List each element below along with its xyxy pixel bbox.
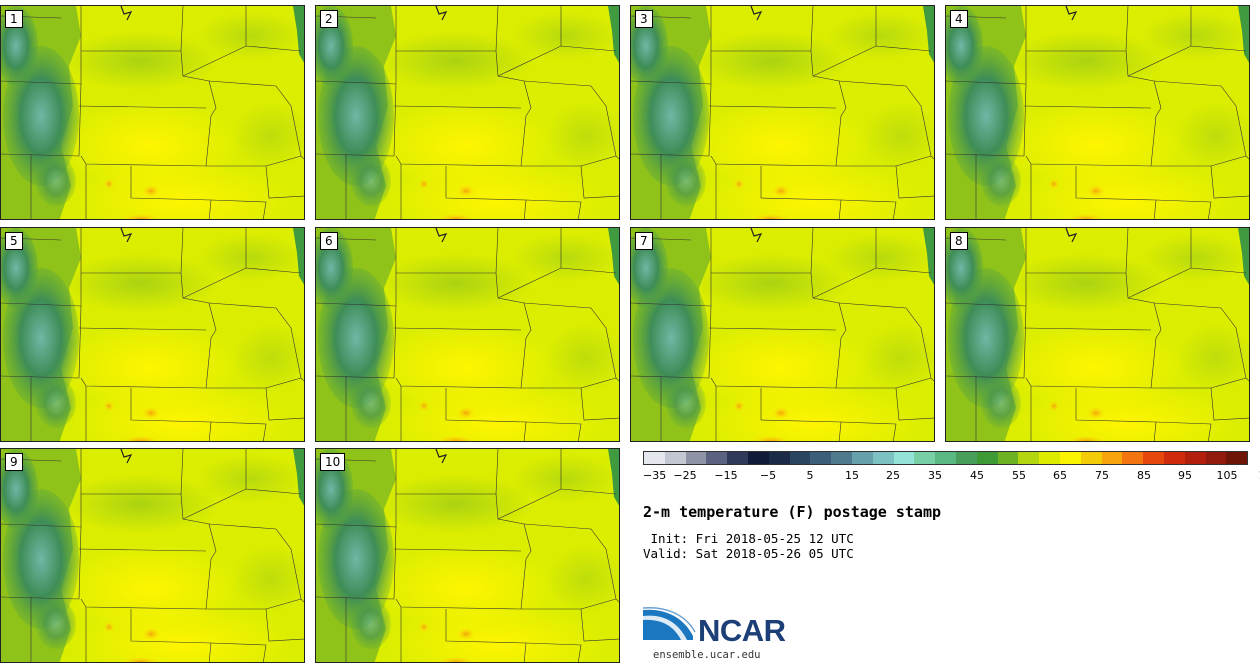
temperature-colorbar (643, 451, 1248, 465)
colorbar-swatch (1101, 452, 1123, 464)
member-map-8[interactable]: 8 (945, 227, 1250, 442)
colorbar-swatch (789, 452, 811, 464)
colorbar-swatch (914, 452, 936, 464)
member-map-5[interactable]: 5 (0, 227, 305, 442)
colorbar-swatch (955, 452, 977, 464)
colorbar-swatch (747, 452, 769, 464)
colorbar-swatch (706, 452, 728, 464)
site-url-link[interactable]: ensemble.ucar.edu (653, 649, 761, 661)
colorbar-swatch (831, 452, 852, 464)
colorbar-swatch (1163, 452, 1185, 464)
colorbar-swatch (1143, 452, 1164, 464)
member-label: 2 (320, 10, 338, 28)
colorbar-swatch (1080, 452, 1102, 464)
colorbar-swatch (851, 452, 873, 464)
colorbar-tick-label: −35 (643, 469, 667, 482)
colorbar-swatch (1018, 452, 1040, 464)
member-label: 5 (5, 232, 23, 250)
colorbar-tick-label: 35 (928, 469, 942, 482)
colorbar-tick-label: 45 (970, 469, 984, 482)
colorbar-tick-label: −25 (673, 469, 697, 482)
ncar-logo-icon (643, 606, 696, 640)
colorbar-tick-label: 55 (1012, 469, 1026, 482)
member-map-2[interactable]: 2 (315, 5, 620, 220)
colorbar-tick-label: 15 (845, 469, 859, 482)
colorbar-swatch (810, 452, 832, 464)
colorbar-swatch (935, 452, 956, 464)
colorbar-tick-label: 95 (1178, 469, 1192, 482)
member-label: 4 (950, 10, 968, 28)
member-label: 1 (5, 10, 23, 28)
colorbar-tick-label: −5 (759, 469, 777, 482)
member-label: 9 (5, 453, 23, 471)
member-map-7[interactable]: 7 (630, 227, 935, 442)
colorbar-swatch (1039, 452, 1060, 464)
colorbar-swatch (685, 452, 707, 464)
member-label: 6 (320, 232, 338, 250)
colorbar-swatch (872, 452, 894, 464)
member-map-6[interactable]: 6 (315, 227, 620, 442)
colorbar-swatch (1226, 452, 1248, 464)
colorbar-tick-label: 25 (886, 469, 900, 482)
colorbar-swatch (1205, 452, 1227, 464)
member-label: 8 (950, 232, 968, 250)
colorbar-swatch (1059, 452, 1081, 464)
member-map-3[interactable]: 3 (630, 5, 935, 220)
colorbar-swatch (644, 452, 665, 464)
member-label: 7 (635, 232, 653, 250)
colorbar-swatch (768, 452, 790, 464)
member-map-10[interactable]: 10 (315, 448, 620, 663)
colorbar-swatch (1122, 452, 1144, 464)
colorbar-swatch (1184, 452, 1206, 464)
colorbar-tick-label: −15 (714, 469, 738, 482)
valid-time: Valid: Sat 2018-05-26 05 UTC (643, 546, 854, 561)
colorbar-tick-label: 105 (1216, 469, 1238, 482)
colorbar-swatch (727, 452, 748, 464)
member-map-4[interactable]: 4 (945, 5, 1250, 220)
colorbar-swatch (976, 452, 998, 464)
product-title: 2-m temperature (F) postage stamp (643, 503, 942, 521)
member-label: 10 (320, 453, 346, 471)
member-map-1[interactable]: 1 (0, 5, 305, 220)
init-time: Init: Fri 2018-05-25 12 UTC (643, 531, 854, 546)
colorbar-tick-labels: −35 −25 −15 −5 5 15 25 35 45 55 65 75 85 95 105 115 (643, 469, 1260, 485)
colorbar-swatch (893, 452, 915, 464)
colorbar-tick-label: 85 (1137, 469, 1151, 482)
colorbar-tick-label: 5 (806, 469, 814, 482)
colorbar-tick-label: 65 (1053, 469, 1067, 482)
logo-wordmark: NCAR (698, 613, 786, 648)
colorbar-tick-label: 115 (1259, 469, 1260, 482)
member-map-9[interactable]: 9 (0, 448, 305, 663)
colorbar-tick-label: 75 (1095, 469, 1109, 482)
member-label: 3 (635, 10, 653, 28)
colorbar-swatch (664, 452, 686, 464)
colorbar-swatch (997, 452, 1019, 464)
